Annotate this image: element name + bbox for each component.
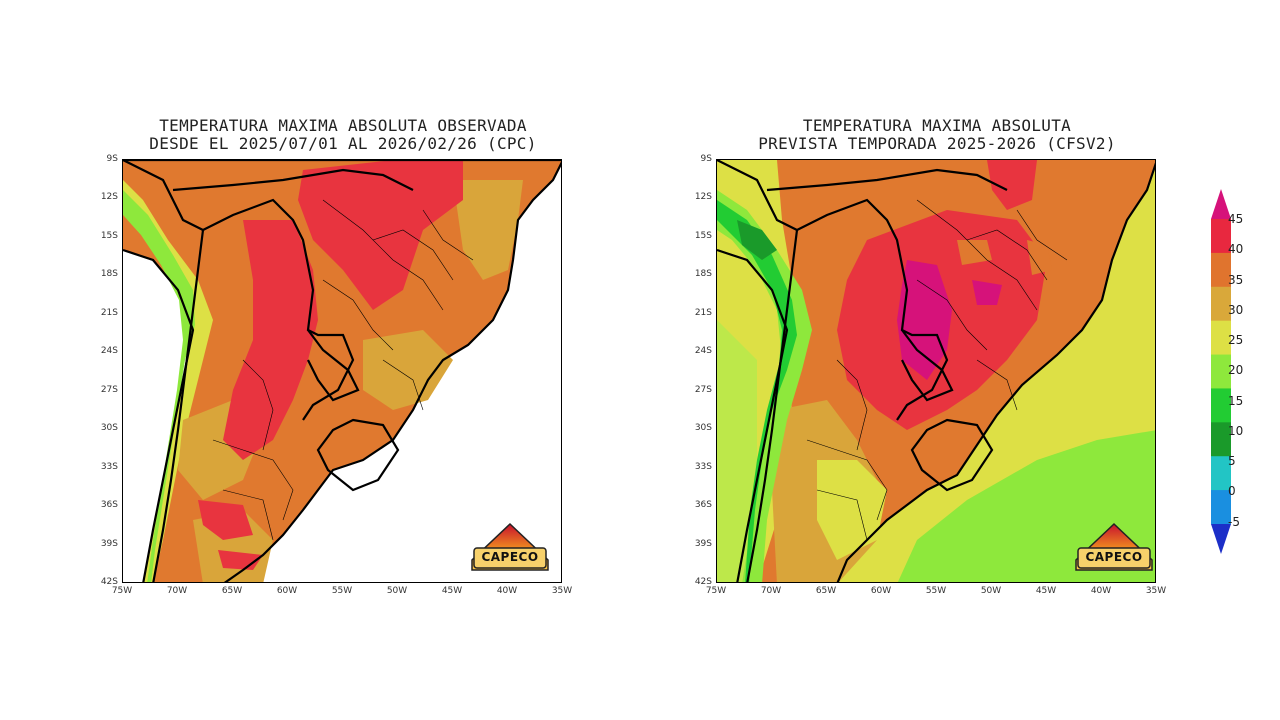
logo-text: CAPECO: [481, 550, 539, 564]
colorbar-label: -5: [1228, 515, 1240, 529]
magenta-hotspot: [897, 260, 952, 380]
lon-tick: 45W: [441, 586, 463, 596]
lat-tick: 15S: [694, 231, 712, 241]
colorbar-segment: [1211, 388, 1231, 423]
lon-tick: 75W: [705, 586, 727, 596]
province-borders: [212, 199, 474, 541]
lat-tick: 36S: [100, 500, 118, 510]
lat-tick: 27S: [100, 385, 118, 395]
lon-tick: 55W: [331, 586, 353, 596]
lon-tick: 70W: [760, 586, 782, 596]
colorbar-segment: [1211, 422, 1231, 457]
observed-map: [122, 159, 562, 583]
colorbar-label: 25: [1228, 333, 1244, 347]
lon-tick: 55W: [925, 586, 947, 596]
lat-tick: 27S: [694, 385, 712, 395]
lat-tick: 39S: [100, 539, 118, 549]
lon-tick: 50W: [980, 586, 1002, 596]
logo-text: CAPECO: [1085, 550, 1143, 564]
lat-tick: 18S: [100, 269, 118, 279]
lat-tick: 36S: [694, 500, 712, 510]
colorbar-svg: [1211, 189, 1231, 554]
temperature-colorbar: [1211, 189, 1271, 554]
colorbar-segment: [1211, 490, 1231, 525]
lat-tick: 12S: [100, 192, 118, 202]
colorbar-label: 20: [1228, 363, 1244, 377]
colorbar-label: 5: [1228, 454, 1236, 468]
forecast-subtitle: PREVISTA TEMPORADA 2025-2026 (CFSV2): [758, 134, 1116, 153]
observed-map-svg: [123, 160, 561, 582]
colorbar-label: 30: [1228, 303, 1244, 317]
lon-tick: 35W: [1145, 586, 1167, 596]
colorbar-segment: [1211, 354, 1231, 389]
lat-tick: 42S: [100, 577, 118, 587]
andes-cool-band: [123, 180, 213, 582]
lat-tick: 9S: [700, 154, 712, 164]
colorbar-segment: [1211, 320, 1231, 356]
colorbar-label: 0: [1228, 484, 1236, 498]
lat-tick: 30S: [694, 423, 712, 433]
colorbar-label: 40: [1228, 242, 1244, 256]
colorbar-segment: [1211, 286, 1231, 322]
colorbar-label: 15: [1228, 394, 1244, 408]
lat-tick: 33S: [694, 462, 712, 472]
colorbar-label: 45: [1228, 212, 1244, 226]
colorbar-segment: [1211, 219, 1231, 254]
lon-tick: 50W: [386, 586, 408, 596]
lat-tick: 21S: [100, 308, 118, 318]
country-borders: [123, 160, 414, 582]
lat-tick: 39S: [694, 539, 712, 549]
lon-tick: 40W: [1090, 586, 1112, 596]
lon-tick: 60W: [870, 586, 892, 596]
hot-zone-north: [298, 160, 463, 310]
colorbar-segment: [1211, 189, 1231, 219]
lon-tick: 65W: [221, 586, 243, 596]
hot-zone-chaco: [223, 220, 318, 460]
lat-tick: 24S: [694, 346, 712, 356]
country-borders: [717, 160, 1008, 582]
lat-tick: 33S: [100, 462, 118, 472]
colorbar-label: 10: [1228, 424, 1244, 438]
lon-tick: 70W: [166, 586, 188, 596]
capeco-logo: CAPECO: [1074, 522, 1154, 572]
observed-title: TEMPERATURA MAXIMA ABSOLUTA OBSERVADA: [159, 116, 527, 135]
colorbar-segment: [1211, 252, 1231, 288]
lon-tick: 35W: [551, 586, 573, 596]
lon-tick: 45W: [1035, 586, 1057, 596]
lat-tick: 18S: [694, 269, 712, 279]
forecast-map-svg: [717, 160, 1155, 582]
province-borders: [806, 199, 1068, 541]
lat-tick: 30S: [100, 423, 118, 433]
lat-tick: 42S: [694, 577, 712, 587]
lon-tick: 40W: [496, 586, 518, 596]
forecast-title: TEMPERATURA MAXIMA ABSOLUTA: [802, 116, 1072, 135]
lon-tick: 65W: [815, 586, 837, 596]
colorbar-segment: [1211, 524, 1231, 554]
forecast-map: [716, 159, 1156, 583]
lat-tick: 24S: [100, 346, 118, 356]
lat-tick: 12S: [694, 192, 712, 202]
colorbar-label: 35: [1228, 273, 1244, 287]
observed-subtitle: DESDE EL 2025/07/01 AL 2026/02/26 (CPC): [149, 134, 537, 153]
lat-tick: 15S: [100, 231, 118, 241]
lat-tick: 9S: [106, 154, 118, 164]
lon-tick: 60W: [276, 586, 298, 596]
capeco-logo: CAPECO: [470, 522, 550, 572]
colorbar-segment: [1211, 456, 1231, 491]
andes-cool-band: [717, 190, 812, 582]
lon-tick: 75W: [111, 586, 133, 596]
lat-tick: 21S: [694, 308, 712, 318]
